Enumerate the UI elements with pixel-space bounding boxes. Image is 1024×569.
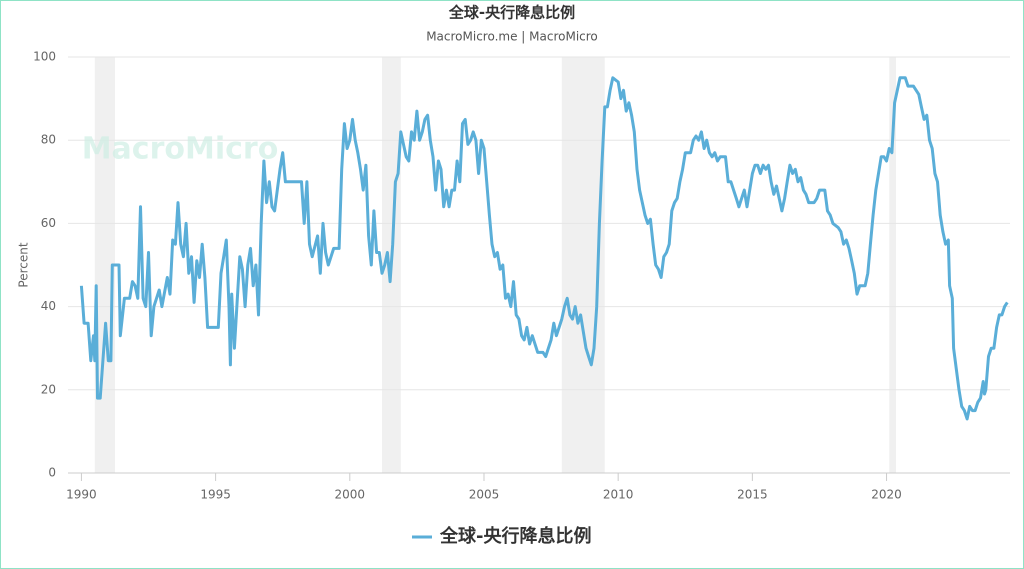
y-axis-label: Percent [17, 242, 31, 287]
y-tick-label: 60 [41, 216, 56, 230]
shaded-range [94, 57, 115, 473]
y-tick-label: 40 [41, 299, 56, 313]
x-tick-label: 2010 [603, 488, 634, 502]
chart-subtitle: MacroMicro.me | MacroMicro [426, 30, 598, 44]
data-line [79, 76, 1009, 421]
x-tick-label: 2020 [871, 488, 902, 502]
x-tick-label: 1990 [66, 488, 97, 502]
plot-area [68, 56, 1010, 481]
watermark: MacroMicro [82, 132, 279, 167]
shaded-range [889, 57, 896, 473]
y-tick-label: 0 [48, 466, 56, 480]
x-tick-label: 2015 [737, 488, 768, 502]
y-tick-label: 20 [41, 382, 56, 396]
y-tick-label: 100 [33, 50, 56, 64]
chart-title: 全球-央行降息比例 [448, 4, 575, 22]
x-tick-label: 2000 [335, 488, 366, 502]
y-tick-label: 80 [41, 133, 56, 147]
legend-label: 全球-央行降息比例 [439, 525, 591, 547]
x-tick-label: 2005 [469, 488, 500, 502]
x-tick-label: 1995 [200, 488, 231, 502]
